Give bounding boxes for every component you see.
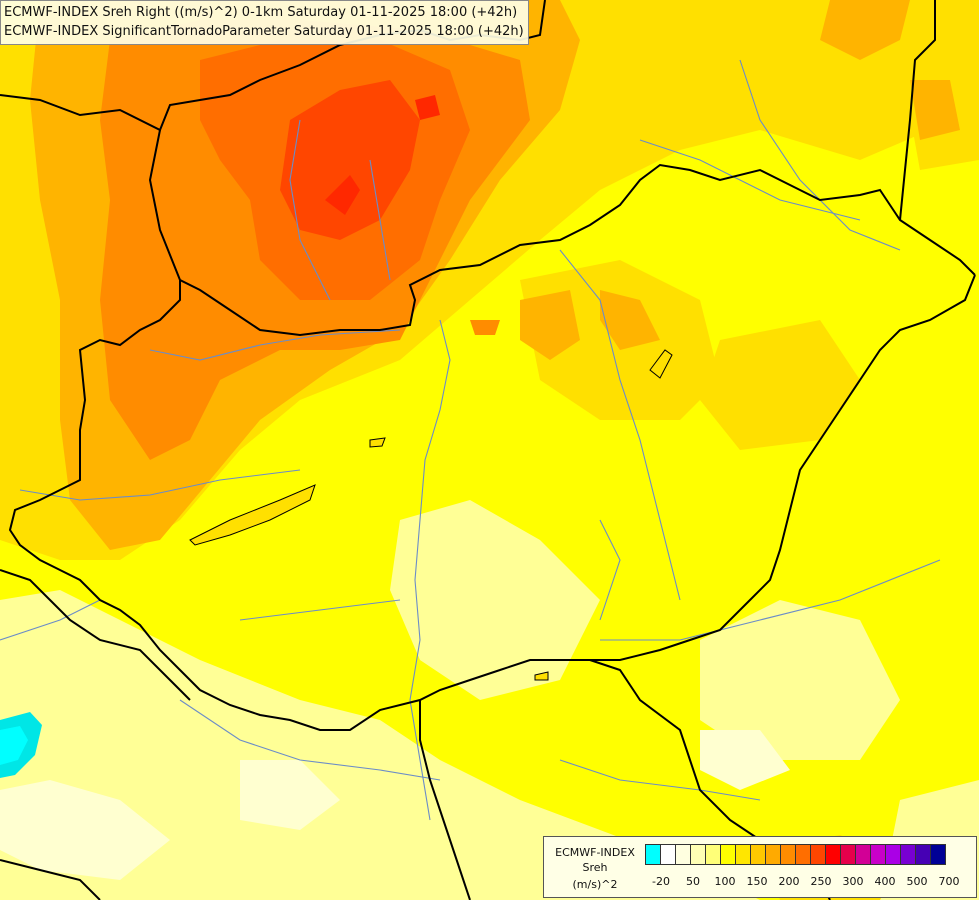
legend-swatch (765, 844, 781, 865)
legend-swatch (870, 844, 886, 865)
legend-swatch (675, 844, 691, 865)
lakes (189, 349, 673, 681)
title-line-2: ECMWF-INDEX SignificantTornadoParameter … (4, 24, 524, 39)
legend-swatches (645, 844, 946, 865)
legend-swatch (795, 844, 811, 865)
legend-unit: (m/s)^2 (572, 878, 618, 891)
core-red-zone (325, 95, 440, 215)
legend-swatch (825, 844, 841, 865)
color-legend: ECMWF-INDEX Sreh (m/s)^2 -20 50 100 150 200 2… (543, 836, 977, 898)
title-line-1: ECMWF-INDEX Sreh Right ((m/s)^2) 0-1km S… (4, 5, 518, 20)
legend-swatch (690, 844, 706, 865)
legend-tick-label: 400 (874, 875, 896, 888)
legend-tick-label: 200 (778, 875, 800, 888)
legend-tick-label: 100 (714, 875, 736, 888)
legend-swatch (810, 844, 826, 865)
legend-swatch (735, 844, 751, 865)
legend-swatch (780, 844, 796, 865)
near-white-zones (0, 730, 790, 880)
red-zones (280, 80, 420, 240)
legend-tick-label: 250 (810, 875, 832, 888)
legend-swatch (840, 844, 856, 865)
legend-model: ECMWF-INDEX (555, 846, 635, 859)
legend-swatch (915, 844, 931, 865)
legend-tick-label: -20 (652, 875, 670, 888)
legend-tick-label: 150 (746, 875, 768, 888)
legend-swatch (720, 844, 736, 865)
legend-swatch (885, 844, 901, 865)
legend-swatch (705, 844, 721, 865)
legend-swatch (930, 844, 946, 865)
legend-swatch (750, 844, 766, 865)
legend-tick-label: 700 (938, 875, 960, 888)
legend-swatch (900, 844, 916, 865)
pale-yellow-zones (0, 500, 979, 900)
legend-param: Sreh (582, 861, 608, 874)
legend-tick-label: 500 (906, 875, 928, 888)
map-title-box: ECMWF-INDEX Sreh Right ((m/s)^2) 0-1km S… (0, 0, 529, 45)
rivers (0, 59, 941, 821)
cyan-zone (0, 712, 42, 778)
legend-tick-label: 300 (842, 875, 864, 888)
legend-swatch (645, 844, 661, 865)
legend-swatch (855, 844, 871, 865)
legend-tick-label: 50 (686, 875, 700, 888)
legend-swatch (660, 844, 676, 865)
